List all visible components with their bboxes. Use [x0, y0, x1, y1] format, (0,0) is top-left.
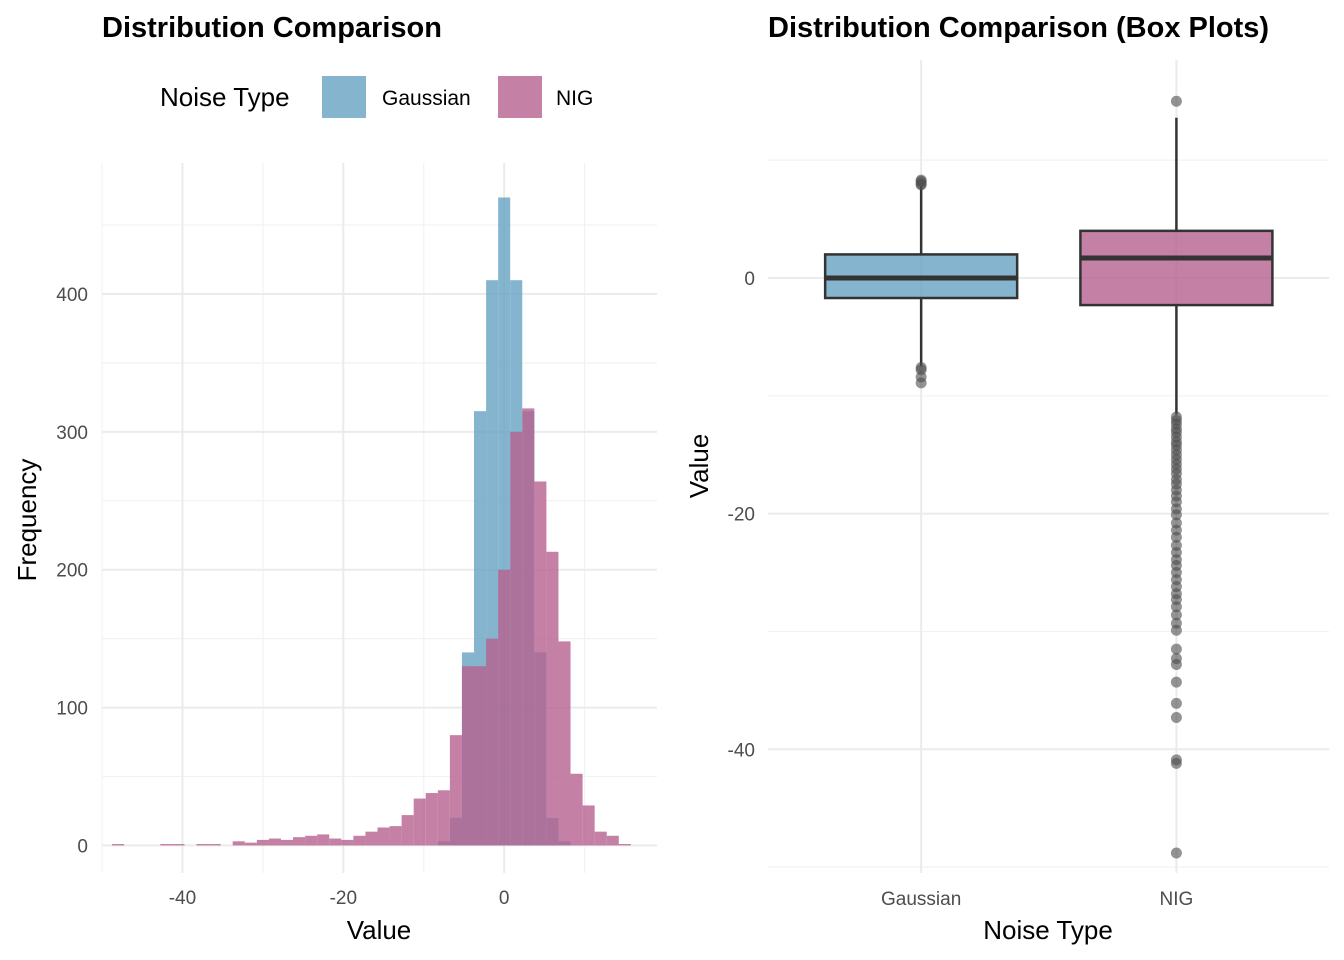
box-iqr: [1079, 229, 1274, 307]
outlier-point: [1170, 847, 1182, 859]
histogram-bar: [329, 838, 342, 846]
x-tick-label: 0: [499, 888, 510, 909]
boxplot-tick-labels: Gaussian NIG 0 -20 -40: [728, 269, 1194, 910]
x-tick-label: NIG: [1160, 889, 1194, 910]
histogram-y-axis-title: Frequency: [12, 459, 42, 582]
outlier-point: [1170, 658, 1182, 670]
outlier-point: [1170, 609, 1182, 621]
histogram-bar: [401, 815, 414, 846]
histogram-legend: Noise Type Gaussian NIG: [160, 76, 593, 118]
histogram-bar: [582, 805, 595, 846]
legend-title: Noise Type: [160, 82, 290, 112]
histogram-bar: [461, 666, 475, 846]
histogram-bar: [341, 839, 354, 846]
histogram-bar: [498, 569, 511, 846]
histogram-tick-labels: -40 -20 0 0 100 200 300 400: [56, 285, 509, 909]
histogram-bar: [353, 835, 366, 846]
outlier-point: [1170, 697, 1182, 709]
histogram-title: Distribution Comparison: [102, 12, 442, 44]
box-gaussian: [823, 174, 1019, 389]
histogram-bar: [317, 834, 330, 846]
histogram-bar: [196, 844, 209, 846]
x-tick-label: -20: [330, 888, 357, 909]
histogram-bar: [546, 551, 559, 846]
histogram-bar: [618, 844, 631, 846]
boxplot-x-axis-title: Noise Type: [983, 915, 1113, 945]
outlier-point: [915, 377, 927, 389]
outlier-point: [1170, 643, 1182, 655]
histogram-bar: [486, 638, 499, 846]
box-nig: [1079, 95, 1274, 859]
histogram-bar: [377, 827, 390, 846]
histogram-bar: [305, 835, 318, 846]
outlier-point: [1170, 601, 1182, 613]
histogram-gridlines: [101, 163, 657, 873]
boxplot-y-axis-title: Value: [684, 434, 714, 499]
outlier-point: [1170, 95, 1182, 107]
series-nig: [112, 408, 631, 846]
histogram-bar: [534, 481, 547, 846]
histogram-bars: [112, 197, 631, 846]
histogram-panel: Distribution Comparison Noise Type Gauss…: [12, 12, 657, 945]
histogram-bar: [365, 831, 378, 846]
boxplot-title: Distribution Comparison (Box Plots): [768, 12, 1269, 44]
y-tick-label: -20: [728, 505, 755, 526]
histogram-bar: [256, 839, 269, 846]
outlier-point: [1170, 676, 1182, 688]
histogram-bar: [172, 844, 185, 846]
y-tick-label: 300: [56, 423, 88, 444]
histogram-bar: [160, 844, 173, 846]
outlier-point: [1170, 711, 1182, 723]
histogram-x-axis-title: Value: [347, 915, 412, 945]
x-tick-label: Gaussian: [881, 889, 961, 910]
histogram-bar: [510, 431, 523, 846]
histogram-bar: [522, 408, 535, 846]
legend-key-nig: [498, 76, 542, 118]
histogram-bar: [425, 793, 438, 846]
histogram-bar: [594, 831, 607, 846]
y-tick-label: 0: [744, 269, 755, 290]
histogram-bar: [268, 838, 281, 846]
histogram-bar: [293, 837, 306, 846]
legend-label-nig: NIG: [556, 87, 593, 110]
outlier-point: [1170, 624, 1182, 636]
histogram-bar: [413, 798, 426, 846]
histogram-bar: [232, 841, 245, 846]
histogram-bar: [208, 844, 221, 846]
legend-label-gaussian: Gaussian: [382, 87, 471, 110]
histogram-bar: [280, 839, 294, 846]
histogram-bar: [244, 842, 257, 846]
y-tick-label: 200: [56, 561, 88, 582]
y-tick-label: 0: [77, 836, 88, 857]
histogram-bar: [474, 666, 487, 846]
outlier-point: [1170, 757, 1182, 769]
x-tick-label: -40: [169, 888, 196, 909]
histogram-bar: [449, 735, 462, 846]
y-tick-label: 400: [56, 285, 88, 306]
boxplot-marks: [823, 95, 1274, 859]
outlier-point: [1170, 531, 1182, 543]
legend-key-gaussian: [322, 76, 366, 118]
outlier-point: [915, 174, 927, 186]
histogram-bar: [570, 773, 583, 846]
outlier-point: [1170, 509, 1182, 521]
y-tick-label: -40: [728, 740, 755, 761]
histogram-bar: [389, 826, 402, 846]
histogram-bar: [437, 790, 450, 846]
histogram-bar: [558, 641, 571, 846]
histogram-bar: [606, 835, 619, 846]
histogram-bar: [112, 844, 125, 846]
boxplot-gridlines: [768, 60, 1329, 873]
y-tick-label: 100: [56, 699, 88, 720]
boxplot-panel: Distribution Comparison (Box Plots) Gaus…: [684, 12, 1329, 945]
